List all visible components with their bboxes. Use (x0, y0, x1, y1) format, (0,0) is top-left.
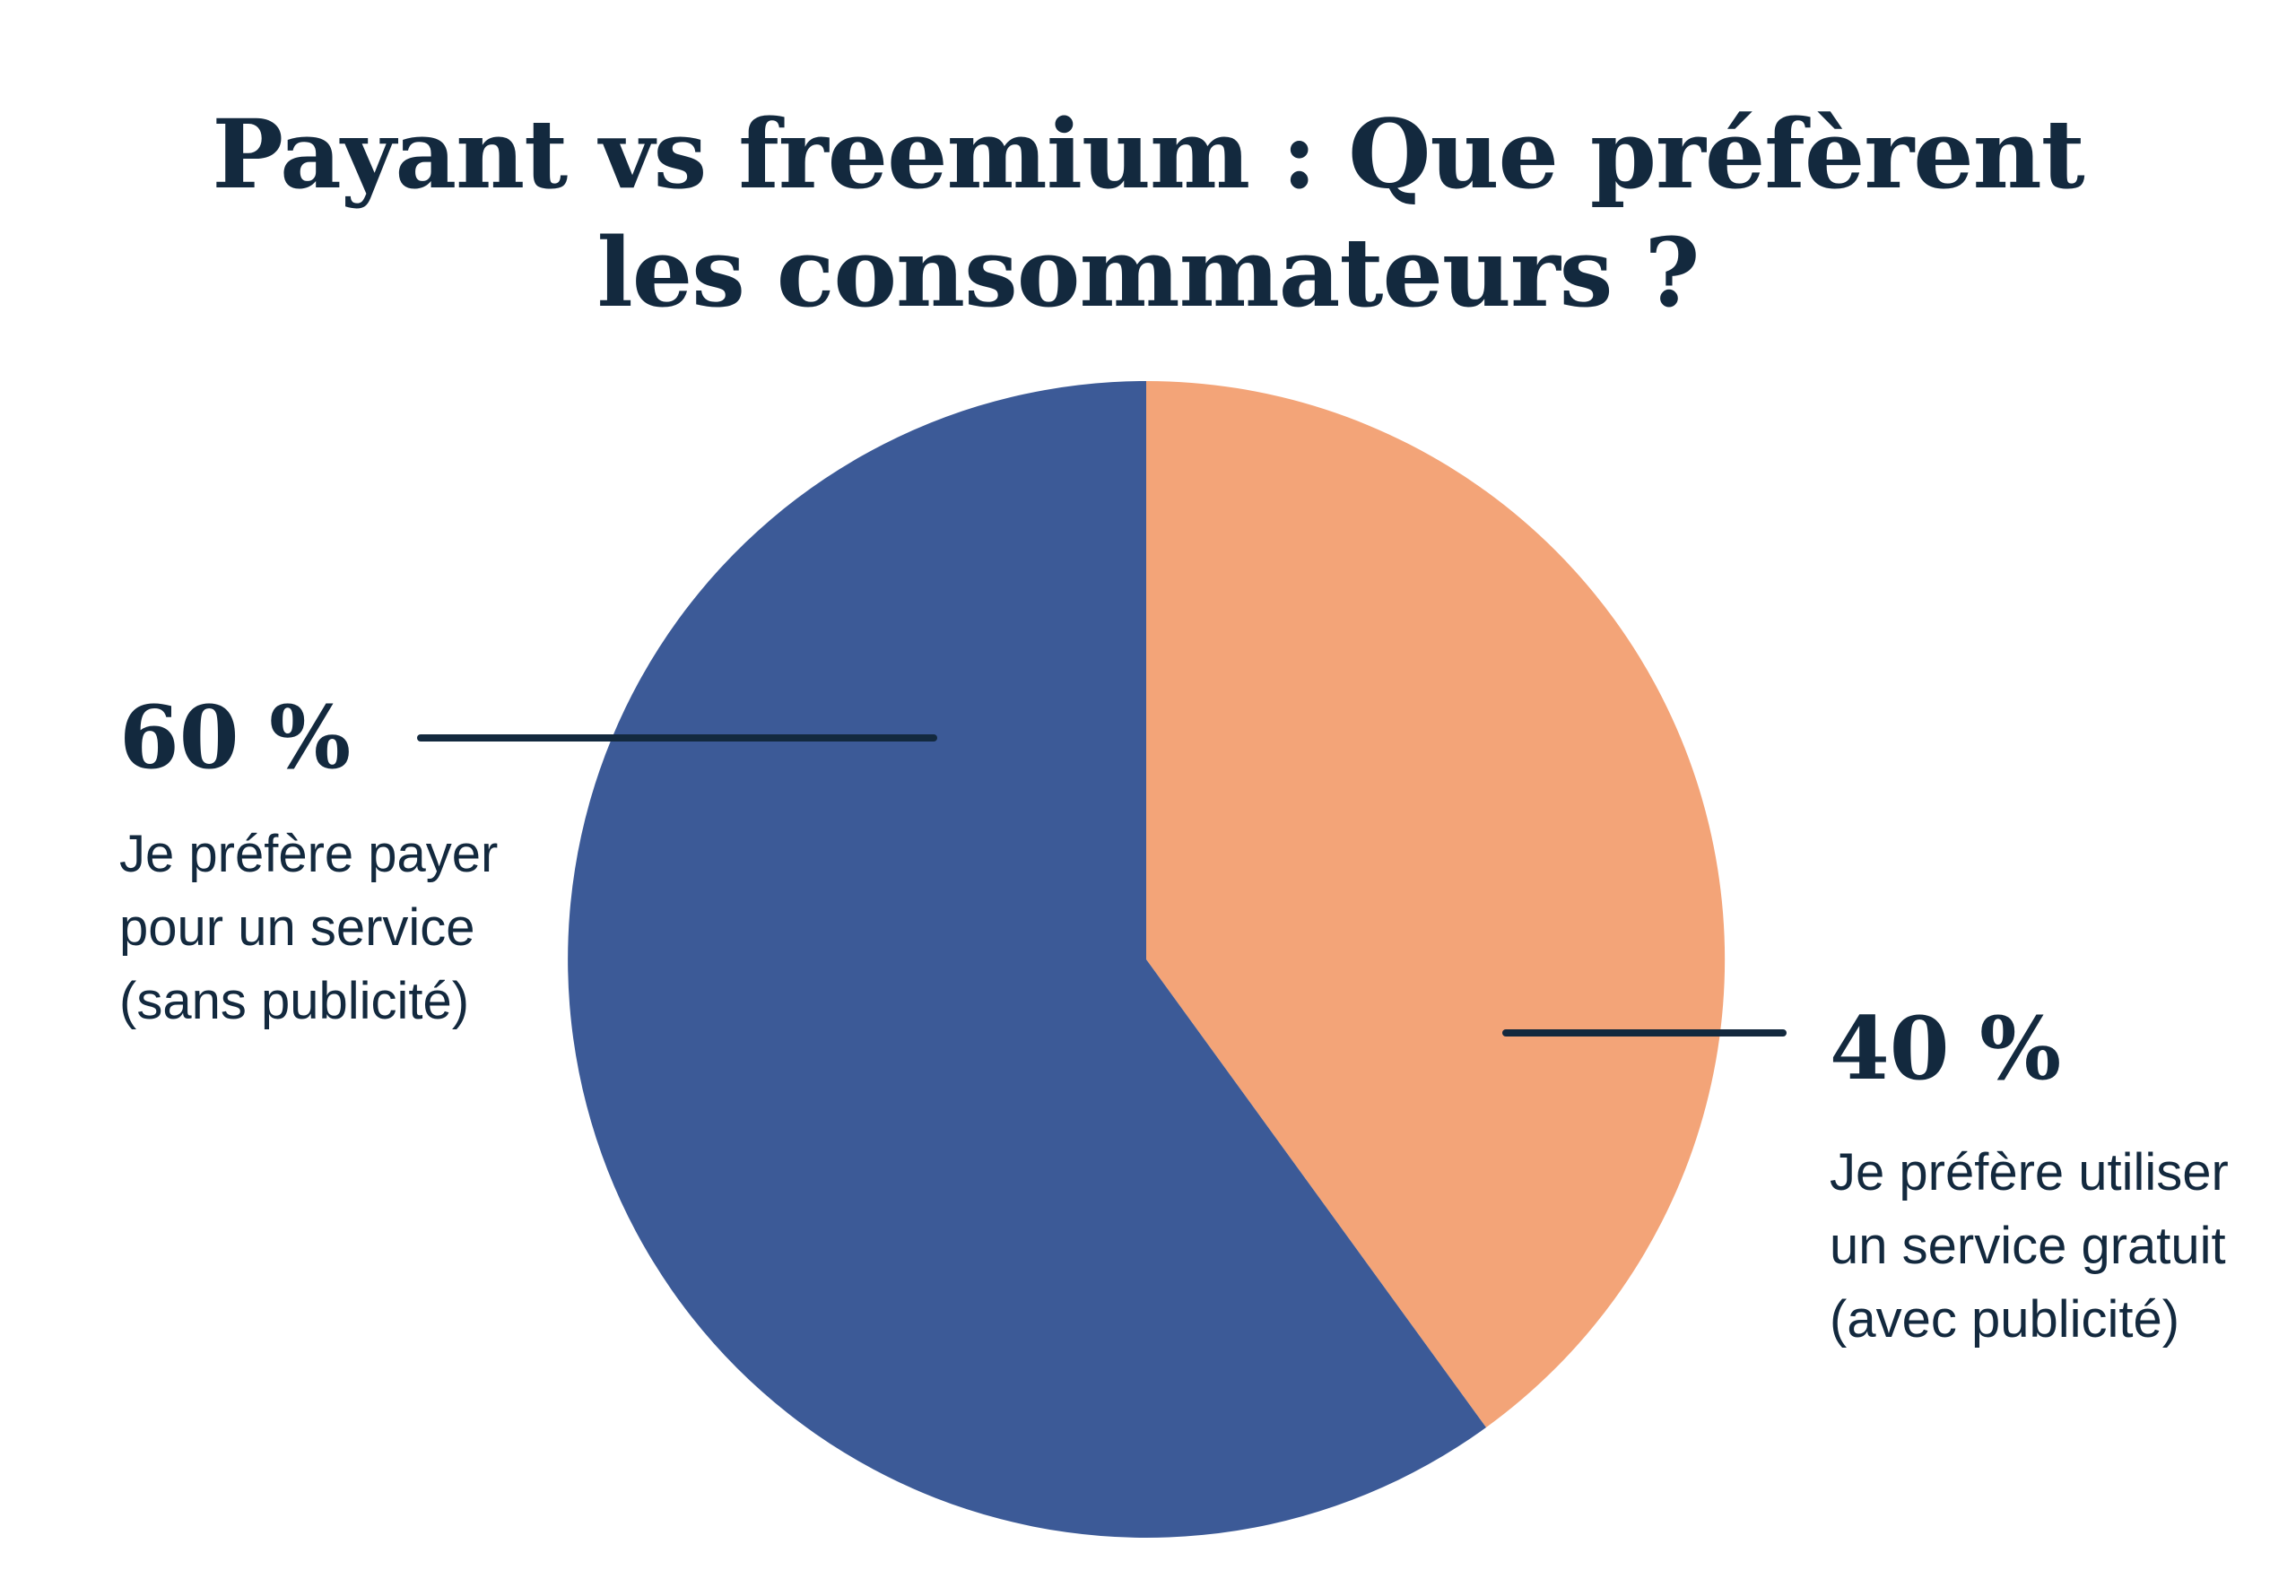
percent-label-free: 40 % (1830, 998, 2062, 1099)
slice-description-free-line3: (avec publicité) (1830, 1290, 2180, 1349)
slice-description-free: Je préfère utiliser un service gratuit (… (1830, 1136, 2229, 1357)
slice-description-paid: Je préfère payer pour un service (sans p… (119, 818, 498, 1038)
chart-title-line2: les consommateurs ? (596, 216, 1700, 329)
callout-line-paid (417, 734, 937, 742)
pie-slice-paid-no-ads (568, 381, 1486, 1538)
slice-description-paid-line1: Je préfère payer (119, 825, 499, 883)
slice-description-paid-line2: pour un service (119, 898, 475, 957)
slice-description-free-line1: Je préfère utiliser (1830, 1143, 2229, 1201)
slice-description-paid-line3: (sans publicité) (119, 972, 470, 1030)
chart-title: Payant vs freemium : Que préfèrent les c… (0, 95, 2296, 332)
percent-label-paid: 60 % (119, 687, 352, 788)
callout-line-free (1502, 1029, 1787, 1037)
pie-slice-free-with-ads (1146, 381, 1726, 1427)
slice-description-free-line2: un service gratuit (1830, 1217, 2226, 1275)
chart-title-line1: Payant vs freemium : Que préfèrent (212, 98, 2084, 211)
